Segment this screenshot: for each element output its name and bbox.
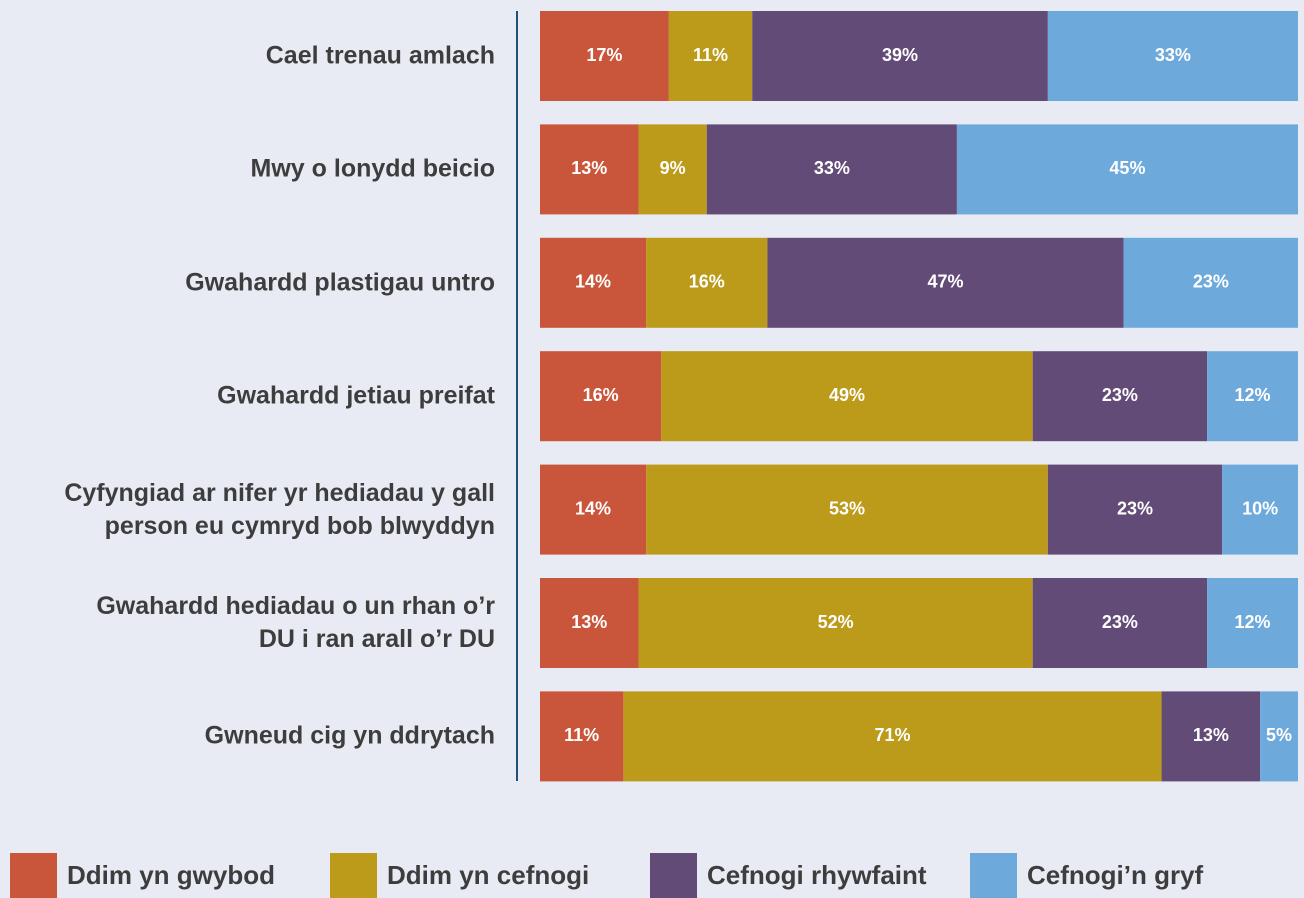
data-label: 12%: [1235, 385, 1271, 405]
data-label: 5%: [1266, 725, 1292, 745]
bar-segment: [1260, 691, 1298, 782]
legend-label: Ddim yn gwybod: [67, 860, 275, 890]
bar-segment: [540, 11, 669, 101]
bar-segment: [638, 578, 1033, 668]
bar-segment: [661, 351, 1033, 442]
data-label: 23%: [1102, 385, 1138, 405]
category-label: Mwy o lonydd beicio: [250, 154, 495, 183]
data-label: 10%: [1242, 498, 1278, 518]
category-label: Gwneud cig yn ddrytach: [204, 721, 495, 750]
data-label: 45%: [1109, 158, 1145, 178]
legend-swatch: [970, 853, 1017, 898]
legend-swatch: [330, 853, 377, 898]
bar-segment: [646, 464, 1048, 555]
bar-segment: [540, 691, 624, 782]
bar-segment: [623, 691, 1162, 782]
data-label: 16%: [583, 385, 619, 405]
data-label: 49%: [829, 385, 865, 405]
data-label: 11%: [693, 45, 728, 65]
bar-segment: [1123, 237, 1298, 328]
data-label: 17%: [586, 45, 622, 65]
data-label: 9%: [660, 158, 686, 178]
bar-segment: [540, 464, 647, 555]
category-label: Cyfyngiad ar nifer yr hediadau y gall pe…: [64, 478, 495, 540]
bar-segment: [752, 11, 1048, 101]
data-label: 12%: [1235, 612, 1271, 632]
bar-segment: [767, 237, 1124, 328]
data-label: 47%: [928, 272, 964, 292]
bar-segment: [1047, 464, 1223, 555]
bar-segment: [1207, 351, 1298, 442]
bar-segment: [540, 351, 662, 442]
legend-swatch: [650, 853, 697, 898]
legend-swatch: [10, 853, 57, 898]
bar-segment: [706, 124, 957, 215]
data-label: 13%: [571, 612, 607, 632]
data-label: 23%: [1193, 272, 1229, 292]
category-label: Gwahardd plastigau untro: [185, 268, 495, 297]
data-label: 14%: [575, 272, 611, 292]
bar-segment: [1207, 578, 1298, 668]
data-label: 14%: [575, 498, 611, 518]
category-label: Cael trenau amlach: [265, 41, 495, 70]
category-label: Gwahardd hediadau o un rhan o’r DU i ran…: [96, 592, 495, 653]
data-label: 33%: [1155, 45, 1191, 65]
data-label: 53%: [829, 498, 865, 518]
bar-segment: [956, 124, 1298, 215]
bar-segment: [1161, 691, 1261, 782]
data-label: 13%: [571, 158, 607, 178]
bar-segment: [540, 124, 639, 215]
bar-segment: [1047, 11, 1298, 101]
bar-segment: [1032, 578, 1208, 668]
bar-segment: [646, 237, 768, 328]
bar-segment: [540, 578, 639, 668]
category-label: Gwahardd jetiau preifat: [217, 381, 495, 410]
data-label: 16%: [689, 272, 725, 292]
data-label: 52%: [818, 612, 854, 632]
data-label: 39%: [882, 45, 918, 65]
bar-segment: [668, 11, 753, 101]
legend-label: Cefnogi rhywfaint: [707, 860, 927, 890]
bar-segment: [638, 124, 707, 215]
legend-label: Ddim yn cefnogi: [387, 860, 589, 890]
data-label: 23%: [1102, 612, 1138, 632]
bar-segment: [540, 237, 647, 328]
data-label: 11%: [564, 725, 599, 745]
data-label: 71%: [874, 725, 910, 745]
bar-segment: [1222, 464, 1298, 555]
data-label: 13%: [1193, 725, 1229, 745]
bar-segment: [1032, 351, 1208, 442]
data-label: 23%: [1117, 498, 1153, 518]
data-label: 33%: [814, 158, 850, 178]
legend-label: Cefnogi’n gryf: [1027, 860, 1204, 890]
